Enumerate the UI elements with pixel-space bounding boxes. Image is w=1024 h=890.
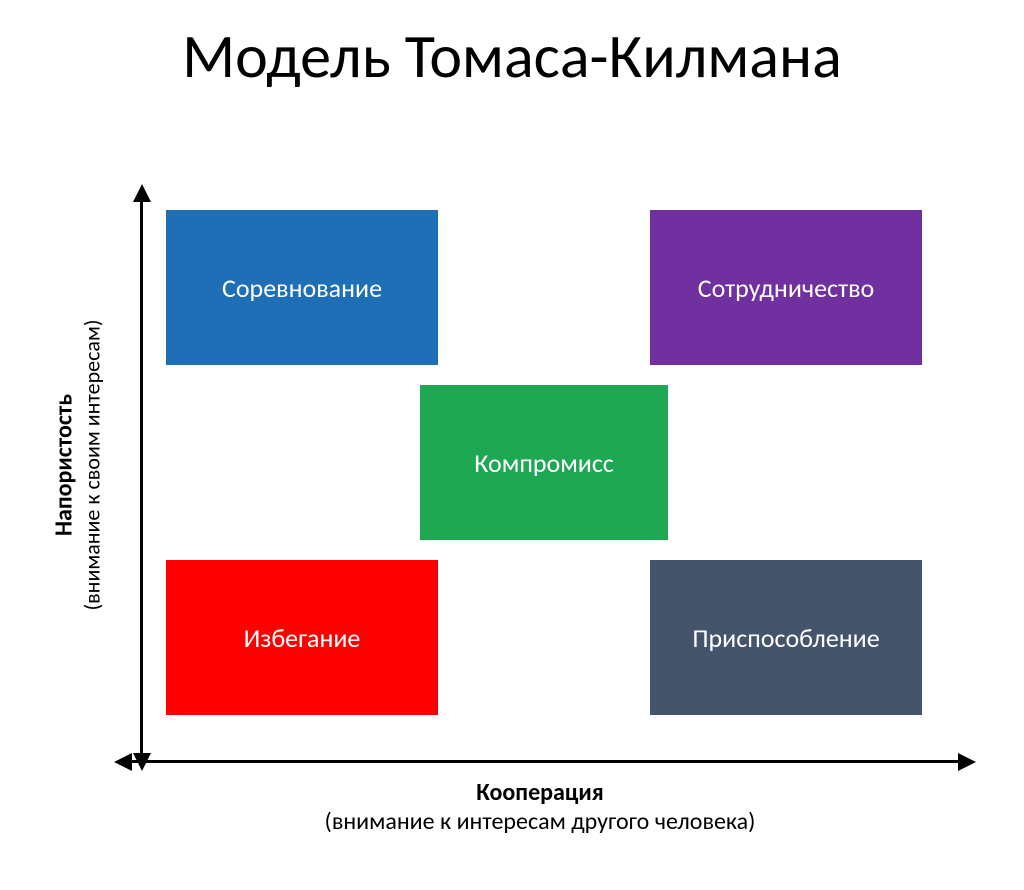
- box-label: Сотрудничество: [698, 272, 875, 304]
- box-avoidance: Избегание: [166, 560, 438, 715]
- y-axis-label-sub: (внимание к своим интересам): [79, 319, 106, 610]
- y-axis-line: [140, 200, 143, 755]
- x-axis-label-group: Кооперация (внимание к интересам другого…: [130, 778, 950, 836]
- box-compromise: Компромисс: [420, 385, 668, 540]
- box-competition: Соревнование: [166, 210, 438, 365]
- box-label: Избегание: [244, 622, 361, 654]
- x-axis-arrow-right: [958, 753, 976, 771]
- box-label: Соревнование: [222, 272, 382, 304]
- x-axis-label-main: Кооперация: [130, 778, 950, 807]
- chart-area: Соревнование Сотрудничество Компромисс И…: [130, 200, 950, 730]
- box-label: Компромисс: [474, 447, 613, 479]
- box-collaboration: Сотрудничество: [650, 210, 922, 365]
- x-axis-label-sub: (внимание к интересам другого человека): [130, 807, 950, 836]
- y-axis-arrow-up: [133, 184, 151, 202]
- y-axis-label-main: Напористость: [50, 319, 79, 610]
- box-label: Приспособление: [692, 622, 879, 654]
- x-axis-line: [130, 760, 960, 763]
- x-axis-arrow-left: [114, 753, 132, 771]
- box-accommodation: Приспособление: [650, 560, 922, 715]
- page-title: Модель Томаса-Килмана: [0, 18, 1024, 94]
- y-axis-label-group: Напористость (внимание к своим интересам…: [25, 200, 130, 730]
